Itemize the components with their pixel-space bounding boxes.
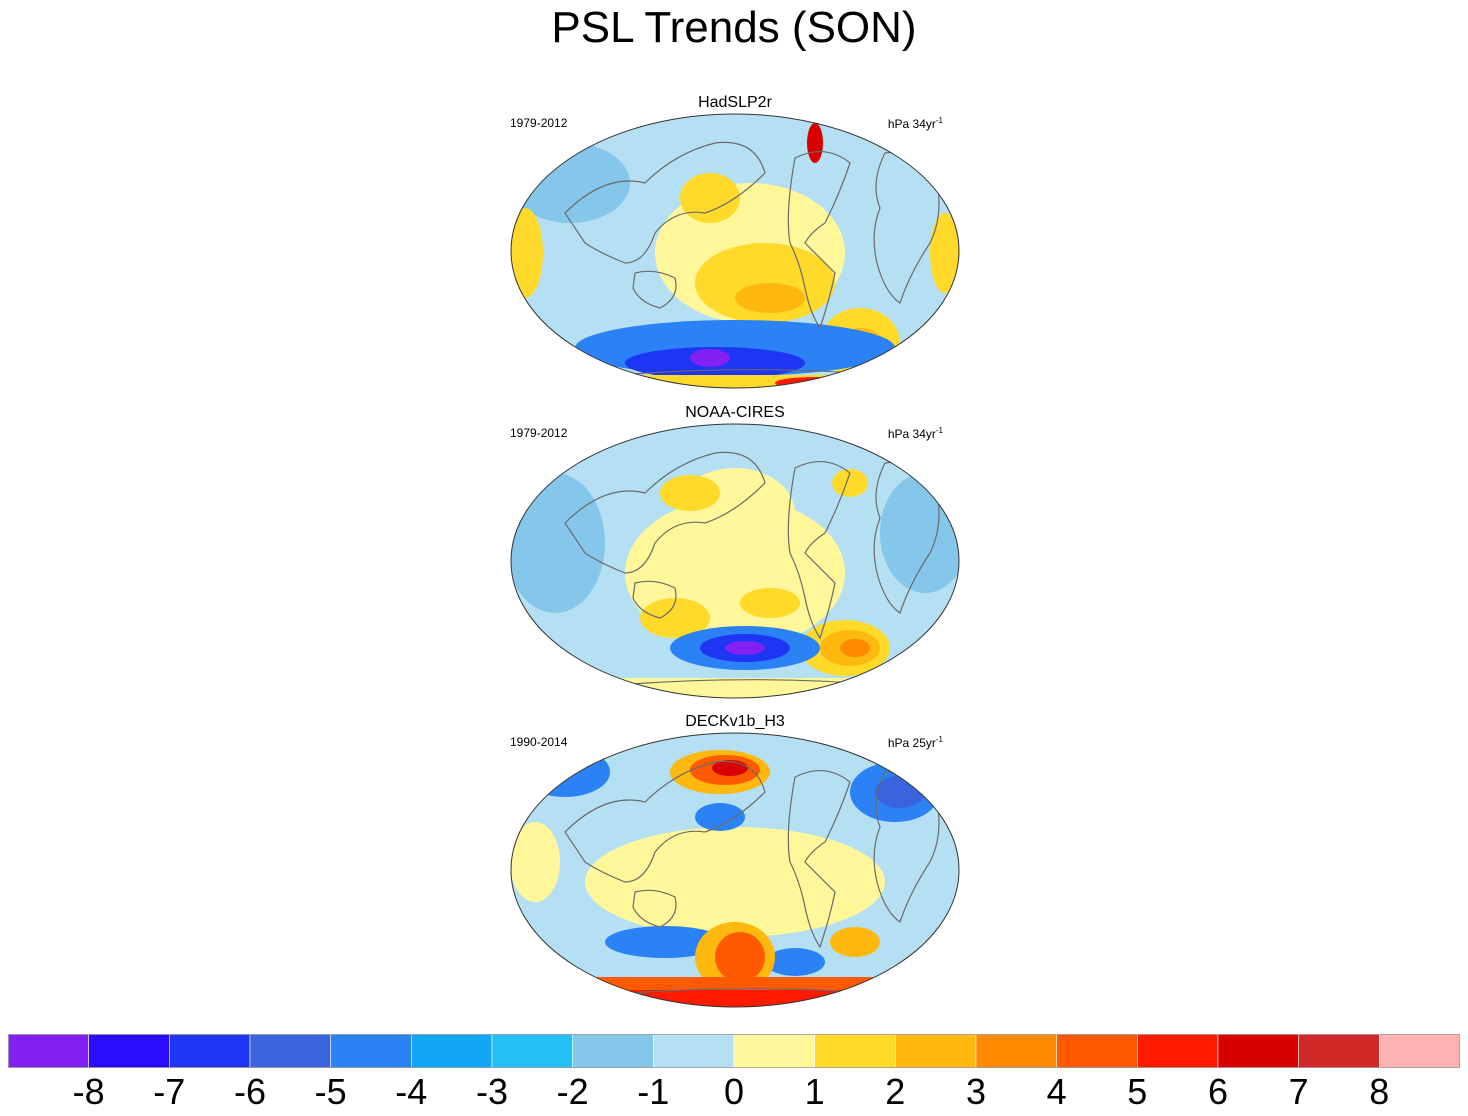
map-panel-hadslp2r: HadSLP2r 1979-2012 hPa 34yr-1 [505,93,965,393]
trend-region [511,822,560,902]
colorbar-tick-label: -7 [153,1071,186,1112]
colorbar-tick-label: 5 [1127,1071,1148,1112]
trend-region [712,760,748,776]
colorbar-box [169,1034,251,1068]
map-outline [510,113,960,389]
map-outline [510,732,960,1008]
colorbar-tick-label: -6 [233,1071,266,1112]
colorbar-box [330,1034,412,1068]
panel-title: HadSLP2r [698,94,772,111]
map-outline [510,423,960,699]
panel-years: 1990-2014 [510,735,568,749]
colorbar-box [1217,1034,1299,1068]
colorbar-box [975,1034,1057,1068]
trend-region [735,283,805,313]
panel-years: 1979-2012 [510,426,568,440]
colorbar-box [1137,1034,1219,1068]
trend-region [640,598,710,638]
colorbar-tick-label: 3 [965,1071,987,1112]
trend-region [832,469,868,497]
trend-region [660,475,720,511]
trend-region [511,208,543,298]
trend-region [840,639,870,657]
figure-title: PSL Trends (SON) [551,3,917,52]
trend-region [725,641,765,655]
coastline [564,451,766,574]
panel-units: hPa 25yr-1 [887,735,943,750]
trend-map-hadslp2r [510,113,960,389]
colorbar-tick-label: 8 [1369,1071,1390,1112]
colorbar-tick-label: -3 [475,1071,508,1112]
trend-region [765,948,825,976]
colorbar-tick-label: 0 [723,1071,745,1112]
trend-region [605,926,725,958]
colorbar-tick-label: -4 [395,1071,428,1112]
colorbar-tick-labels: -8 -7 -6 -5 -4 -3 -2 -1 0 1 2 3 4 5 6 7 8 [8,1072,1460,1112]
map-panel-deckv1b-h3: DECKv1b_H3 1990-2014 hPa 25yr-1 [505,712,965,1012]
panel-title: NOAA-CIRES [685,404,785,421]
trend-region [511,375,959,388]
trend-map-noaa-cires [510,423,960,699]
colorbar-tick-label: -5 [314,1071,347,1112]
trend-region [740,588,800,618]
panel-years: 1979-2012 [510,116,568,130]
trend-region [807,123,823,163]
trend-region [930,213,959,293]
colorbar-box [572,1034,654,1068]
colorbar-tick-label: -1 [637,1071,670,1112]
colorbar [8,1034,1460,1068]
colorbar-box [88,1034,170,1068]
colorbar-tick-label: 1 [804,1071,825,1112]
colorbar-box [653,1034,735,1068]
colorbar-box [8,1034,89,1068]
colorbar-box [814,1034,896,1068]
trend-map-deckv1b-h3 [510,732,960,1008]
trend-region [511,473,605,613]
colorbar-tick-label: 7 [1288,1071,1309,1112]
trend-region [520,747,610,797]
colorbar-box [1056,1034,1138,1068]
colorbar-box [1298,1034,1380,1068]
panel-units: hPa 34yr-1 [887,116,943,131]
trend-region [680,173,740,223]
colorbar-box [411,1034,493,1068]
coastline [632,889,677,928]
colorbar-box [895,1034,977,1068]
colorbar-tick-label: -8 [72,1071,105,1112]
trend-region [511,678,959,698]
coastline [632,580,677,619]
colorbar-box [1379,1034,1460,1068]
trend-region [715,932,765,982]
colorbar-tick-label: 4 [1046,1071,1067,1112]
panel-title: DECKv1b_H3 [685,713,785,730]
coastline [632,270,677,309]
coastline [787,770,851,949]
colorbar-box [733,1034,815,1068]
panel-units: hPa 34yr-1 [887,426,943,441]
colorbar-tick-label: 2 [885,1071,906,1112]
coastline [787,461,851,640]
trend-region [830,927,880,957]
trend-region [875,776,925,808]
trend-region [511,990,959,1007]
colorbar-tick-label: 6 [1207,1071,1229,1112]
colorbar-box [249,1034,331,1068]
trend-region [690,349,730,367]
map-panel-noaa-cires: NOAA-CIRES 1979-2012 hPa 34yr-1 [505,403,965,703]
coastline [564,760,766,883]
colorbar-box [491,1034,573,1068]
colorbar-tick-label: -2 [556,1071,589,1112]
trend-region [695,803,745,831]
coastline [564,141,766,264]
coastline [787,151,851,330]
colorbar-border [8,1034,1460,1068]
